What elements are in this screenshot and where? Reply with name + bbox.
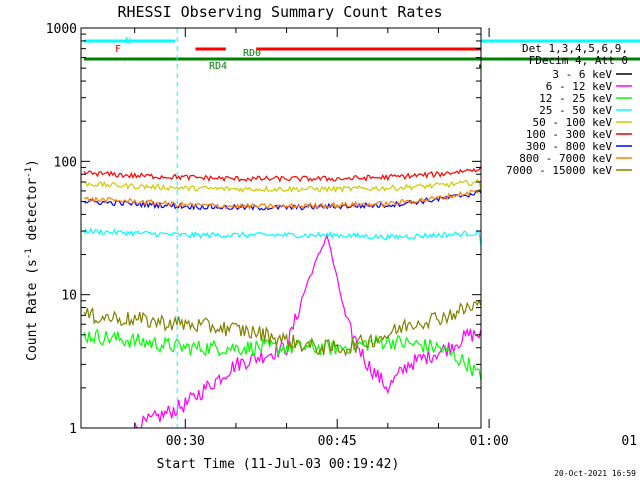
series-line-3 xyxy=(83,227,481,249)
series-group xyxy=(83,165,481,428)
series-line-4 xyxy=(83,178,481,194)
series-line-8 xyxy=(83,299,481,358)
x-tick-label: 00:30 xyxy=(166,434,205,449)
legend-label-7: 800 - 7000 keV xyxy=(519,152,612,165)
legend-header-0: Det 1,3,4,5,6,9, xyxy=(522,42,628,55)
series-line-5 xyxy=(83,165,481,183)
x-axis-label: Start Time (11-Jul-03 00:19:42) xyxy=(157,457,400,472)
y-axis-label: Count Rate (s-1 detector-1) xyxy=(24,159,40,361)
y-tick-label: 1000 xyxy=(46,22,77,37)
series-line-1 xyxy=(134,234,481,428)
y-axis-label-part: -1 xyxy=(24,248,34,259)
y-tick-label: 100 xyxy=(54,155,77,170)
x-tick-label: 00:45 xyxy=(318,434,357,449)
legend-label-6: 300 - 800 keV xyxy=(526,140,612,153)
legend-label-1: 6 - 12 keV xyxy=(546,80,613,93)
flag-F-label: F xyxy=(115,44,121,55)
y-axis-label-part: Count Rate (s xyxy=(25,259,40,361)
state-flags: NF RD0 RD4 xyxy=(84,36,640,72)
flag-N-label: N xyxy=(125,36,131,47)
plot-area xyxy=(83,165,481,428)
y-tick-label: 1 xyxy=(69,422,77,437)
series-line-2 xyxy=(83,328,481,383)
timestamp: 20-Oct-2021 16:59 xyxy=(554,469,636,478)
legend-label-3: 25 - 50 keV xyxy=(539,104,612,117)
y-axis-label-part: -1 xyxy=(24,167,34,178)
legend-label-4: 50 - 100 keV xyxy=(533,116,613,129)
plot-frame xyxy=(80,27,482,429)
series-line-6 xyxy=(83,189,481,211)
y-tick-label: 10 xyxy=(61,289,77,304)
y-axis-label-part: ) xyxy=(25,159,40,167)
legend-label-5: 100 - 300 keV xyxy=(526,128,612,141)
chart-title: RHESSI Observing Summary Count Rates xyxy=(117,3,442,21)
y-axis-label-part: detector xyxy=(25,178,40,249)
legend: Det 1,3,4,5,6,9,FDecim 4, Att 03 - 6 keV… xyxy=(506,42,632,177)
x-tick-label: 01:00 xyxy=(470,434,509,449)
legend-label-2: 12 - 25 keV xyxy=(539,92,612,105)
flag-RD4-label: RD4 xyxy=(209,61,227,72)
legend-label-8: 7000 - 15000 keV xyxy=(506,164,612,177)
flag-RD0-label: RD0 xyxy=(243,48,261,59)
series-line-7 xyxy=(83,188,481,211)
x-tick-label: 01:15 xyxy=(621,434,640,449)
legend-label-0: 3 - 6 keV xyxy=(552,68,612,81)
legend-header-1: FDecim 4, Att 0 xyxy=(529,54,628,67)
